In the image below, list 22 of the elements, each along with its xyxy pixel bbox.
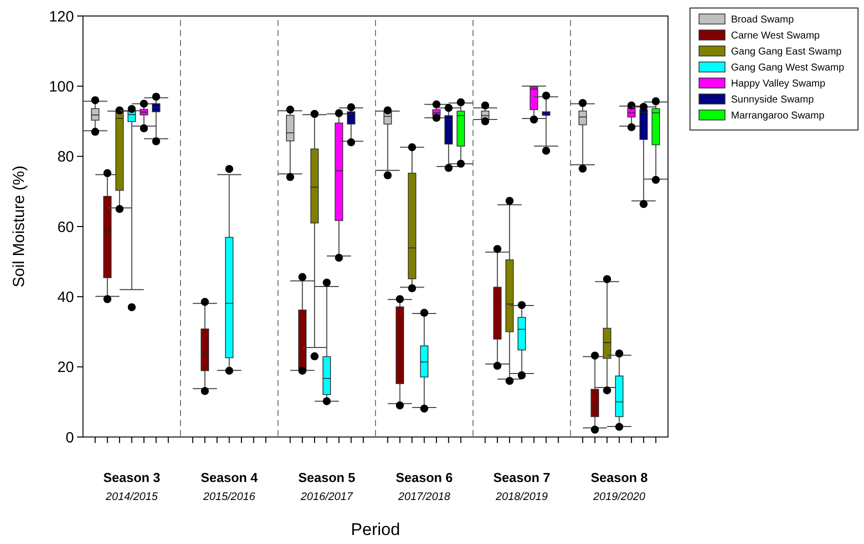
x-tick-label: Season 3 2014/2015	[103, 470, 160, 503]
x-axis-title: Period	[350, 520, 400, 539]
legend-label: Sunnyside Swamp	[731, 94, 814, 106]
x-tick-label: Season 5 2016/2017	[298, 470, 356, 503]
legend-label: Gang Gang East Swamp	[731, 46, 842, 58]
y-tick-label: 40	[57, 288, 74, 306]
legend-label: Marrangaroo Swamp	[731, 110, 825, 122]
y-tick-label: 100	[48, 78, 74, 96]
x-tick-label: Season 7 2018/2019	[493, 470, 550, 503]
x-tick-label: Season 6 2017/2018	[396, 470, 453, 503]
y-axis-title: Soil Moisture (%)	[11, 166, 28, 288]
y-tick-label: 80	[57, 148, 74, 166]
x-tick-label: Season 4 2015/2016	[200, 470, 259, 503]
legend-label: Carne West Swamp	[731, 30, 820, 42]
legend-label: Happy Valley Swamp	[731, 78, 826, 90]
y-tick-label: 120	[48, 8, 74, 26]
y-tick-label: 0	[66, 429, 74, 446]
y-tick-label: 20	[57, 359, 74, 376]
legend-label: Broad Swamp	[731, 14, 794, 26]
legend-label: Gang Gang West Swamp	[731, 62, 845, 74]
x-tick-label: Season 8 2019/2020	[590, 470, 648, 503]
y-tick-label: 60	[57, 218, 74, 236]
